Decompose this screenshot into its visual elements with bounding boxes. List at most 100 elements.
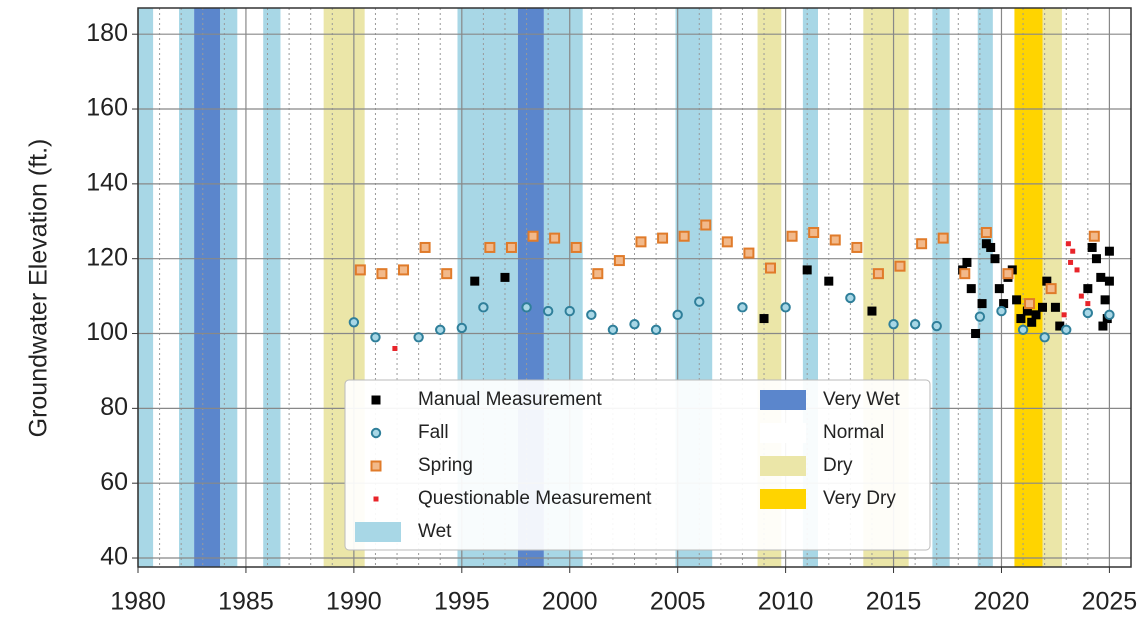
y-tick-label: 180 — [86, 19, 128, 47]
point — [629, 318, 640, 330]
point — [678, 230, 690, 242]
y-tick-label: 140 — [86, 168, 128, 196]
point — [441, 268, 453, 280]
point — [672, 309, 683, 321]
legend-label: Wet — [418, 521, 452, 542]
water-year-band — [194, 8, 221, 567]
point — [721, 236, 733, 248]
point — [1104, 276, 1114, 286]
point — [1091, 254, 1101, 264]
point — [824, 276, 834, 286]
point — [500, 272, 510, 282]
y-tick-label: 160 — [86, 94, 128, 122]
legend-label: Fall — [418, 422, 449, 443]
point — [694, 296, 705, 307]
point — [521, 302, 532, 313]
point — [1037, 302, 1047, 312]
legend-swatch — [760, 489, 806, 509]
legend-marker — [370, 427, 382, 439]
point — [1039, 332, 1050, 343]
point — [505, 241, 517, 253]
point — [1042, 276, 1052, 286]
point — [1098, 321, 1108, 331]
legend-label: Dry — [823, 455, 853, 476]
y-axis-label: Groundwater Elevation (ft.) — [25, 139, 53, 438]
point — [635, 236, 647, 248]
x-tick-label: 1980 — [110, 588, 166, 616]
point — [478, 302, 489, 313]
point — [931, 320, 942, 332]
point — [1083, 284, 1093, 294]
point — [829, 234, 841, 246]
point — [971, 329, 981, 339]
point — [354, 264, 366, 276]
point — [413, 332, 424, 343]
water-year-band — [138, 8, 154, 567]
point — [1065, 241, 1071, 247]
point — [564, 305, 575, 317]
point — [872, 268, 884, 280]
point — [376, 268, 388, 280]
point — [1104, 309, 1115, 321]
point — [1045, 283, 1057, 295]
legend-label: Very Wet — [823, 389, 900, 410]
point — [398, 264, 410, 276]
point — [737, 302, 748, 313]
y-tick-label: 100 — [86, 318, 128, 346]
point — [999, 299, 1009, 309]
point — [845, 292, 856, 304]
point — [764, 262, 776, 274]
point — [419, 241, 431, 253]
point — [1068, 259, 1074, 265]
water-year-band — [932, 8, 950, 567]
point — [937, 232, 949, 244]
water-year-band — [179, 8, 195, 567]
point — [1024, 298, 1036, 310]
point — [1017, 324, 1029, 335]
x-tick-label: 2025 — [1082, 588, 1138, 616]
point — [916, 238, 928, 250]
y-tick-label: 60 — [100, 468, 128, 496]
x-tick-label: 2015 — [866, 588, 922, 616]
point — [1061, 324, 1072, 335]
legend-marker — [373, 496, 379, 502]
point — [1100, 295, 1110, 305]
point — [1002, 268, 1014, 280]
point — [888, 318, 899, 330]
point — [909, 318, 921, 330]
point — [1031, 310, 1041, 320]
point — [435, 324, 446, 335]
point — [1087, 242, 1097, 252]
point — [959, 268, 971, 280]
legend-label: Very Dry — [823, 488, 896, 509]
y-tick-label: 40 — [100, 543, 128, 571]
point — [1050, 302, 1060, 312]
point — [1016, 314, 1026, 324]
point — [986, 242, 996, 252]
y-tick-label: 80 — [100, 393, 128, 421]
point — [808, 226, 820, 238]
point — [456, 322, 468, 334]
point — [867, 306, 877, 316]
point — [549, 232, 561, 244]
point — [962, 257, 972, 267]
point — [1070, 248, 1076, 254]
point — [996, 305, 1007, 317]
y-tick-label: 120 — [86, 243, 128, 271]
water-year-band — [1014, 8, 1043, 567]
x-tick-label: 1995 — [434, 588, 490, 616]
legend: Manual Measurement Fall Spring Questionable… — [344, 379, 931, 551]
point — [570, 241, 582, 253]
x-tick-label: 2010 — [758, 588, 814, 616]
x-tick-label: 2000 — [542, 588, 598, 616]
point — [1104, 246, 1114, 256]
legend-marker — [370, 460, 382, 472]
point — [894, 260, 906, 272]
legend-swatch — [760, 423, 806, 443]
x-tick-label: 2005 — [650, 588, 706, 616]
legend-label: Questionable Measurement — [418, 488, 652, 509]
point — [786, 230, 798, 242]
point — [1082, 307, 1094, 319]
point — [743, 247, 755, 259]
